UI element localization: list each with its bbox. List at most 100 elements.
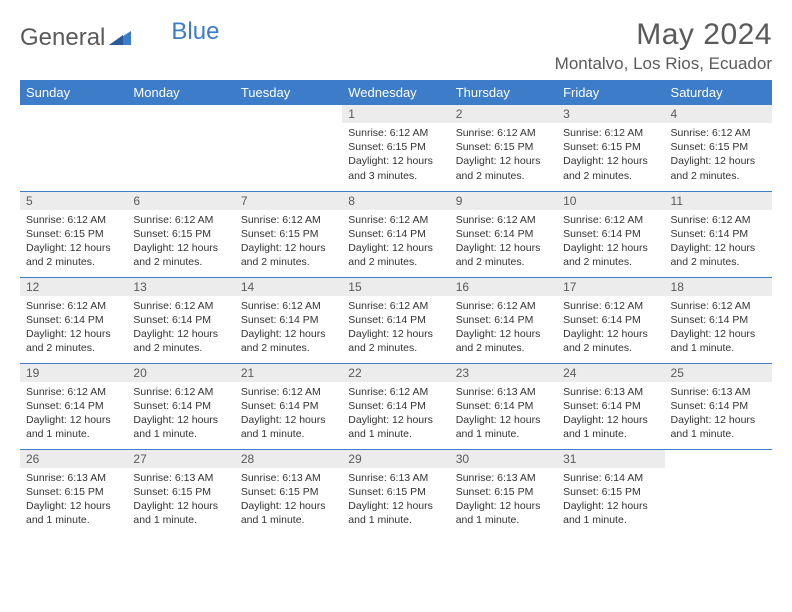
calendar-day-cell: 5Sunrise: 6:12 AMSunset: 6:15 PMDaylight… [20, 191, 127, 277]
day-details: Sunrise: 6:13 AMSunset: 6:14 PMDaylight:… [450, 382, 557, 446]
day-number: 25 [665, 364, 772, 382]
day-header: Sunday [20, 80, 127, 105]
day-details: Sunrise: 6:12 AMSunset: 6:14 PMDaylight:… [450, 296, 557, 360]
day-header: Tuesday [235, 80, 342, 105]
day-details: Sunrise: 6:12 AMSunset: 6:14 PMDaylight:… [665, 210, 772, 274]
brand-part2: Blue [171, 18, 219, 46]
day-details: Sunrise: 6:12 AMSunset: 6:14 PMDaylight:… [342, 382, 449, 446]
calendar-week-row: 26Sunrise: 6:13 AMSunset: 6:15 PMDayligh… [20, 449, 772, 535]
day-details: Sunrise: 6:12 AMSunset: 6:14 PMDaylight:… [665, 296, 772, 360]
title-block: May 2024 Montalvo, Los Rios, Ecuador [555, 18, 772, 74]
header: General Blue May 2024 Montalvo, Los Rios… [20, 18, 772, 74]
day-number: 23 [450, 364, 557, 382]
day-details: Sunrise: 6:13 AMSunset: 6:14 PMDaylight:… [557, 382, 664, 446]
calendar-empty-cell [235, 105, 342, 191]
brand-triangle-icon [109, 27, 131, 50]
calendar-day-cell: 24Sunrise: 6:13 AMSunset: 6:14 PMDayligh… [557, 363, 664, 449]
day-details: Sunrise: 6:13 AMSunset: 6:15 PMDaylight:… [450, 468, 557, 532]
day-details: Sunrise: 6:12 AMSunset: 6:14 PMDaylight:… [450, 210, 557, 274]
calendar-empty-cell [20, 105, 127, 191]
calendar-day-cell: 11Sunrise: 6:12 AMSunset: 6:14 PMDayligh… [665, 191, 772, 277]
day-details: Sunrise: 6:13 AMSunset: 6:15 PMDaylight:… [20, 468, 127, 532]
day-details: Sunrise: 6:13 AMSunset: 6:15 PMDaylight:… [342, 468, 449, 532]
day-number: 1 [342, 105, 449, 123]
day-number: 5 [20, 192, 127, 210]
day-number: 4 [665, 105, 772, 123]
day-details: Sunrise: 6:12 AMSunset: 6:14 PMDaylight:… [127, 296, 234, 360]
month-title: May 2024 [555, 18, 772, 52]
day-details: Sunrise: 6:12 AMSunset: 6:14 PMDaylight:… [20, 296, 127, 360]
day-details: Sunrise: 6:12 AMSunset: 6:15 PMDaylight:… [127, 210, 234, 274]
day-number: 3 [557, 105, 664, 123]
calendar-day-cell: 4Sunrise: 6:12 AMSunset: 6:15 PMDaylight… [665, 105, 772, 191]
day-number: 15 [342, 278, 449, 296]
day-number: 20 [127, 364, 234, 382]
day-details: Sunrise: 6:12 AMSunset: 6:14 PMDaylight:… [342, 296, 449, 360]
calendar-day-cell: 30Sunrise: 6:13 AMSunset: 6:15 PMDayligh… [450, 449, 557, 535]
day-details: Sunrise: 6:12 AMSunset: 6:14 PMDaylight:… [557, 296, 664, 360]
calendar-day-cell: 29Sunrise: 6:13 AMSunset: 6:15 PMDayligh… [342, 449, 449, 535]
calendar-day-cell: 21Sunrise: 6:12 AMSunset: 6:14 PMDayligh… [235, 363, 342, 449]
day-details: Sunrise: 6:13 AMSunset: 6:14 PMDaylight:… [665, 382, 772, 446]
day-number: 13 [127, 278, 234, 296]
day-details: Sunrise: 6:12 AMSunset: 6:14 PMDaylight:… [557, 210, 664, 274]
day-details: Sunrise: 6:12 AMSunset: 6:14 PMDaylight:… [342, 210, 449, 274]
calendar-day-cell: 13Sunrise: 6:12 AMSunset: 6:14 PMDayligh… [127, 277, 234, 363]
day-header: Friday [557, 80, 664, 105]
calendar-day-cell: 26Sunrise: 6:13 AMSunset: 6:15 PMDayligh… [20, 449, 127, 535]
calendar-empty-cell [665, 449, 772, 535]
day-number: 12 [20, 278, 127, 296]
calendar-day-cell: 20Sunrise: 6:12 AMSunset: 6:14 PMDayligh… [127, 363, 234, 449]
day-number: 19 [20, 364, 127, 382]
calendar-table: SundayMondayTuesdayWednesdayThursdayFrid… [20, 80, 772, 535]
day-number: 27 [127, 450, 234, 468]
calendar-day-cell: 17Sunrise: 6:12 AMSunset: 6:14 PMDayligh… [557, 277, 664, 363]
day-number: 24 [557, 364, 664, 382]
day-number: 10 [557, 192, 664, 210]
day-header: Monday [127, 80, 234, 105]
day-details: Sunrise: 6:12 AMSunset: 6:14 PMDaylight:… [235, 382, 342, 446]
day-details: Sunrise: 6:12 AMSunset: 6:15 PMDaylight:… [665, 123, 772, 187]
calendar-day-cell: 10Sunrise: 6:12 AMSunset: 6:14 PMDayligh… [557, 191, 664, 277]
calendar-week-row: 19Sunrise: 6:12 AMSunset: 6:14 PMDayligh… [20, 363, 772, 449]
calendar-day-cell: 15Sunrise: 6:12 AMSunset: 6:14 PMDayligh… [342, 277, 449, 363]
brand-logo: General Blue [20, 18, 219, 52]
day-details: Sunrise: 6:13 AMSunset: 6:15 PMDaylight:… [127, 468, 234, 532]
calendar-day-cell: 1Sunrise: 6:12 AMSunset: 6:15 PMDaylight… [342, 105, 449, 191]
calendar-day-cell: 18Sunrise: 6:12 AMSunset: 6:14 PMDayligh… [665, 277, 772, 363]
day-details: Sunrise: 6:12 AMSunset: 6:14 PMDaylight:… [127, 382, 234, 446]
day-header: Wednesday [342, 80, 449, 105]
day-number: 21 [235, 364, 342, 382]
calendar-week-row: 1 Sunrise: 6:12 AMSunset: 6:15 PMDaylight… [20, 105, 772, 191]
day-number: 30 [450, 450, 557, 468]
day-number: 2 [450, 105, 557, 123]
calendar-header-row: SundayMondayTuesdayWednesdayThursdayFrid… [20, 80, 772, 105]
calendar-day-cell: 22Sunrise: 6:12 AMSunset: 6:14 PMDayligh… [342, 363, 449, 449]
day-details: Sunrise: 6:13 AMSunset: 6:15 PMDaylight:… [235, 468, 342, 532]
day-details: Sunrise: 6:12 AMSunset: 6:14 PMDaylight:… [20, 382, 127, 446]
calendar-body: 1 Sunrise: 6:12 AMSunset: 6:15 PMDaylight… [20, 105, 772, 535]
day-number: 31 [557, 450, 664, 468]
day-number: 16 [450, 278, 557, 296]
calendar-day-cell: 8Sunrise: 6:12 AMSunset: 6:14 PMDaylight… [342, 191, 449, 277]
calendar-day-cell: 19Sunrise: 6:12 AMSunset: 6:14 PMDayligh… [20, 363, 127, 449]
day-number: 26 [20, 450, 127, 468]
day-number: 22 [342, 364, 449, 382]
calendar-day-cell: 2Sunrise: 6:12 AMSunset: 6:15 PMDaylight… [450, 105, 557, 191]
calendar-day-cell: 3Sunrise: 6:12 AMSunset: 6:15 PMDaylight… [557, 105, 664, 191]
calendar-day-cell: 28Sunrise: 6:13 AMSunset: 6:15 PMDayligh… [235, 449, 342, 535]
calendar-day-cell: 16Sunrise: 6:12 AMSunset: 6:14 PMDayligh… [450, 277, 557, 363]
page: General Blue May 2024 Montalvo, Los Rios… [0, 0, 792, 535]
day-details: Sunrise: 6:12 AMSunset: 6:15 PMDaylight:… [557, 123, 664, 187]
day-header: Saturday [665, 80, 772, 105]
calendar-day-cell: 31Sunrise: 6:14 AMSunset: 6:15 PMDayligh… [557, 449, 664, 535]
calendar-day-cell: 23Sunrise: 6:13 AMSunset: 6:14 PMDayligh… [450, 363, 557, 449]
calendar-day-cell: 25Sunrise: 6:13 AMSunset: 6:14 PMDayligh… [665, 363, 772, 449]
day-details: Sunrise: 6:12 AMSunset: 6:15 PMDaylight:… [235, 210, 342, 274]
calendar-week-row: 5Sunrise: 6:12 AMSunset: 6:15 PMDaylight… [20, 191, 772, 277]
day-number: 11 [665, 192, 772, 210]
day-number: 28 [235, 450, 342, 468]
location: Montalvo, Los Rios, Ecuador [555, 54, 772, 74]
day-number: 18 [665, 278, 772, 296]
calendar-week-row: 12Sunrise: 6:12 AMSunset: 6:14 PMDayligh… [20, 277, 772, 363]
